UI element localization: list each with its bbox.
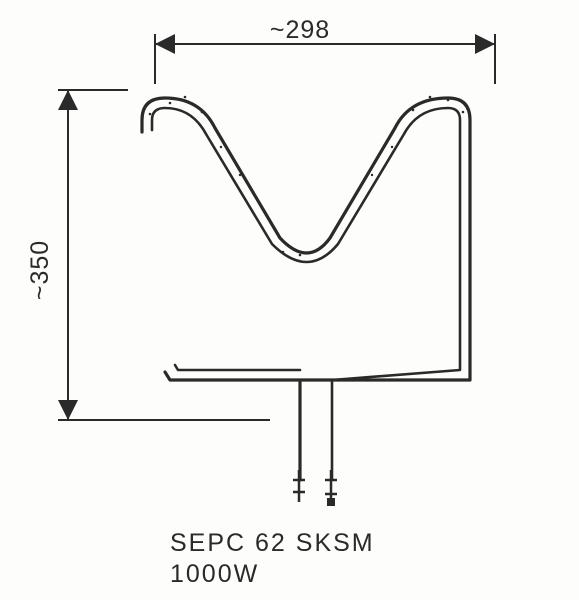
diagram-svg: ~298 ~350 bbox=[0, 0, 579, 600]
caption-line-2: 1000W bbox=[170, 559, 375, 590]
terminals bbox=[293, 470, 337, 506]
element-outer bbox=[142, 98, 470, 480]
diagram-stage: ~298 ~350 bbox=[0, 0, 579, 600]
dim-top-label: ~298 bbox=[270, 16, 330, 44]
terminal-right bbox=[325, 470, 337, 506]
caption: SEPC 62 SKSM 1000W bbox=[170, 528, 375, 591]
dim-left-label: ~350 bbox=[26, 240, 54, 300]
caption-line-1: SEPC 62 SKSM bbox=[170, 528, 375, 559]
element-inner bbox=[152, 108, 460, 480]
heating-element bbox=[142, 96, 470, 480]
dimension-top: ~298 bbox=[155, 16, 495, 84]
terminal-left bbox=[293, 470, 305, 502]
